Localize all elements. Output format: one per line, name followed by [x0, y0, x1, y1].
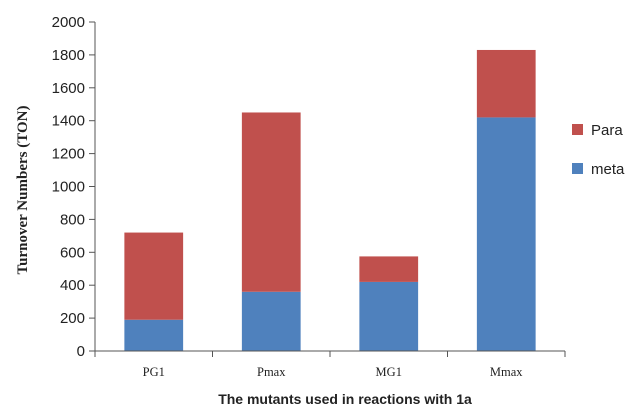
y-tick-label: 200 [60, 310, 85, 327]
x-tick-label-pg1: PG1 [143, 365, 165, 379]
x-tick-label-mmax: Mmax [490, 365, 523, 379]
bar-meta-pg1 [124, 320, 183, 351]
bar-para-mg1 [359, 256, 418, 281]
legend-label-meta: meta [591, 161, 625, 178]
y-tick-label: 1400 [52, 113, 85, 130]
legend-swatch-meta [572, 163, 583, 174]
x-axis-title: The mutants used in reactions with 1a [218, 391, 472, 407]
y-tick-label: 1800 [52, 47, 85, 64]
y-tick-label: 1000 [52, 179, 85, 196]
y-tick-label: 600 [60, 244, 85, 261]
y-tick-label: 1600 [52, 80, 85, 97]
y-tick-label: 1200 [52, 146, 85, 163]
y-tick-label: 2000 [52, 14, 85, 31]
bar-meta-pmax [242, 292, 301, 351]
legend: Para meta [572, 122, 625, 178]
legend-swatch-para [572, 124, 583, 135]
x-tick-label-mg1: MG1 [376, 365, 402, 379]
x-tick-label-pmax: Pmax [257, 365, 286, 379]
y-tick-label: 0 [77, 343, 85, 360]
y-tick-label: 800 [60, 211, 85, 228]
bar-para-pmax [242, 112, 301, 291]
bar-para-pg1 [124, 233, 183, 320]
bar-meta-mg1 [359, 282, 418, 351]
bar-para-mmax [477, 50, 536, 117]
y-axis-title: Turnover Numbers (TON) [15, 106, 31, 275]
bar-meta-mmax [477, 117, 536, 351]
y-tick-label: 400 [60, 277, 85, 294]
bars-layer [124, 50, 535, 351]
legend-label-para: Para [591, 122, 623, 139]
